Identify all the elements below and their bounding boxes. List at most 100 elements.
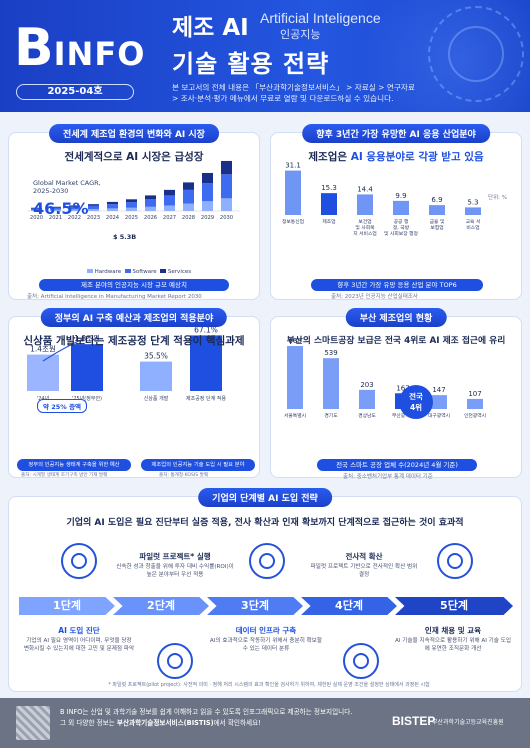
bar-2027-hardware <box>164 205 175 211</box>
manufacturing-needs-chart: 35.5% 신상품 개발 67.1% 제조공정 단계 적용 <box>140 325 226 402</box>
bar-2029-software <box>202 183 213 202</box>
tick-2030: 2030 <box>220 215 233 221</box>
bar-2022-services <box>69 205 80 207</box>
needs-value-1: 67.1% <box>194 325 218 334</box>
bar-2024-services <box>107 201 118 205</box>
growth-badge: 약 25% 증액 <box>37 399 88 413</box>
stage1-desc: 기업의 AI 필요 영역이 어디이며, 무엇을 당장 변화시킬 수 있는지에 대… <box>23 638 135 652</box>
stage1-title: AI 도입 진단 <box>58 626 100 635</box>
budget-tick-0: '24년 <box>37 395 50 402</box>
stage-subtitle: 기업의 AI 도입은 필요 진단부터 실증 적용, 전사 확산과 인재 확보까지… <box>66 518 464 528</box>
bar-2022-hardware <box>69 209 80 211</box>
annotation-5-3b: $ 5.3B <box>113 233 137 241</box>
unit-label: 단위: % <box>488 195 507 201</box>
qr-code-icon[interactable] <box>16 706 50 740</box>
bar-2025-software <box>126 202 137 208</box>
stage5-title: 인재 채용 및 교육 <box>424 626 482 635</box>
tick-2021: 2021 <box>49 215 62 221</box>
bar-2023-hardware <box>88 209 99 211</box>
industry-label-3-1: 정, 국방 <box>393 224 410 231</box>
industry-label-5-1: 비스업 <box>466 224 479 231</box>
rank-badge-line1: 전국 <box>409 392 423 401</box>
tick-2025: 2025 <box>125 215 138 221</box>
stage1-arrow: 1단계 <box>19 597 115 615</box>
chart3-caption: 정부의 인공지능 생태계 구축을 위한 예산 <box>17 459 131 471</box>
legend-services: Services <box>167 269 192 275</box>
stage2-desc: 신속한 성과 창출을 위해 투자 대비 수익률(ROI)이 높은 분야부터 우선… <box>116 564 234 578</box>
chart1-legend: Hardware Software Services <box>59 269 219 277</box>
logo-word-info: INFO <box>53 35 146 73</box>
industry-bar-5 <box>465 207 481 215</box>
factory-bar-0 <box>287 346 303 409</box>
tick-2029: 2029 <box>201 215 214 221</box>
bar-2025-hardware <box>126 207 137 211</box>
chart5-caption: 전국 스마트 공장 업체 수(2024년 4월 기준) <box>317 459 477 471</box>
chart1-caption: 제조 분야의 인공지능 시장 규모 예상치 <box>39 279 229 291</box>
industry-value-2: 14.4 <box>357 185 373 193</box>
factory-tick-0: 서울특별시 <box>284 412 306 419</box>
budget-bar-0 <box>27 354 59 391</box>
title-line2: 기술 활용 전략 <box>172 50 330 78</box>
rank-badge: 전국 4위 <box>399 385 433 419</box>
industry-bar-4 <box>429 205 445 215</box>
industry-label-3-0: 공공 행 <box>394 218 409 225</box>
chart2-caption: 향후 3년간 가장 유망 응용 산업 분야 TOP6 <box>311 279 483 291</box>
chart5-source: 출처: 중소벤처기업부 통계 데이터 기준 <box>343 474 433 480</box>
legend-hardware: Hardware <box>94 269 122 275</box>
stage2-arrow: 2단계 <box>113 597 209 615</box>
stage5-desc: AI 기술을 지속적으로 활용하기 위해 AI 기술 도입에 유연한 조직문화 … <box>394 638 512 652</box>
stage4-arrow: 4단계 <box>301 597 397 615</box>
factory-tick-5: 인천광역시 <box>464 412 486 419</box>
title-line1: 제조 AI <box>172 15 249 41</box>
bar-2027-software <box>164 195 175 206</box>
tick-2027: 2027 <box>163 215 176 221</box>
industry-label-2-1: 및 사회복 <box>355 224 375 231</box>
factory-bar-1 <box>323 358 339 409</box>
bar-2025-services <box>126 199 137 203</box>
needs-tick-0: 신상품 개발 <box>144 395 169 402</box>
industry-bar-3 <box>393 200 409 215</box>
bar-2030-software <box>221 174 232 199</box>
bistep-org-name: 부산과학기술고등교육진흥원 <box>432 719 504 726</box>
tick-2026: 2026 <box>144 215 157 221</box>
panel-ai-industries: 향후 3년간 가장 유망한 AI 응용 산업분야 제조업은 AI 응용분야로 각… <box>270 124 522 300</box>
bar-2028-services <box>183 182 194 190</box>
tick-2022: 2022 <box>68 215 81 221</box>
bar-2030-services <box>221 160 232 175</box>
tick-2020: 2020 <box>30 215 43 221</box>
cagr-label: Global Market CAGR, 2025-2030 <box>33 179 101 195</box>
industry-label-3-2: 및 사회보장 행정 <box>384 230 418 237</box>
bistis-link[interactable]: 부산과학기술정보서비스(BISTIS) <box>116 719 214 727</box>
title-korean-sub: 인공지능 <box>280 28 321 41</box>
industry-bar-1 <box>321 193 337 215</box>
bar-2021-software <box>50 207 61 210</box>
industry-value-1: 15.3 <box>321 184 337 192</box>
chart4-caption: 제조업의 인공지능 기술 도입 시 필요 분야 <box>141 459 255 471</box>
industry-bar-0 <box>285 170 301 215</box>
industry-bar-2 <box>357 194 373 215</box>
needs-bar-0 <box>140 361 173 391</box>
stage3-title: 데이터 인프라 구축 <box>235 626 297 635</box>
chart3-source: 출처: 시계열 생태계 조기구축 방안 기재 발췌 <box>21 473 108 478</box>
tick-2028: 2028 <box>182 215 195 221</box>
stage3-arrow: 3단계 <box>207 597 303 615</box>
stage4-title: 전사적 확산 <box>345 552 383 561</box>
factory-value-4: 147 <box>432 386 445 394</box>
industry-label-4-0: 금융 및 <box>430 218 445 225</box>
expansion-cloud-icon <box>343 643 379 679</box>
bar-2021-hardware <box>50 209 61 211</box>
footer-line2: 그 외 다양한 정보는 부산과학기술정보서비스(BISTIS)에서 확인하세요! <box>60 718 390 729</box>
factory-value-0: 668 <box>288 337 301 345</box>
subtitle-highlight: AI 응용분야로 각광 받고 있음 <box>350 151 484 163</box>
ai-market-chart: 2020 2021 2022 2023 2024 2025 2026 2027 2028 2029… <box>27 160 240 221</box>
legend-software: Software <box>132 269 157 275</box>
industry-label-0-0: 정보통신업 <box>282 218 304 225</box>
panel-gov-budget-subtitle: 신상품 개발보다는 제조공정 단계 적용이 핵심과제 <box>23 335 245 347</box>
bar-2026-software <box>145 199 156 207</box>
rank-badge-line2: 4위 <box>409 403 423 412</box>
gov-budget-chart: 1.4조원 '24년 1.8조원 '25년(정부안) <box>27 334 103 402</box>
data-chip-icon <box>249 543 285 579</box>
bar-2029-hardware <box>202 201 213 211</box>
gear-ring-decoration <box>428 6 524 102</box>
